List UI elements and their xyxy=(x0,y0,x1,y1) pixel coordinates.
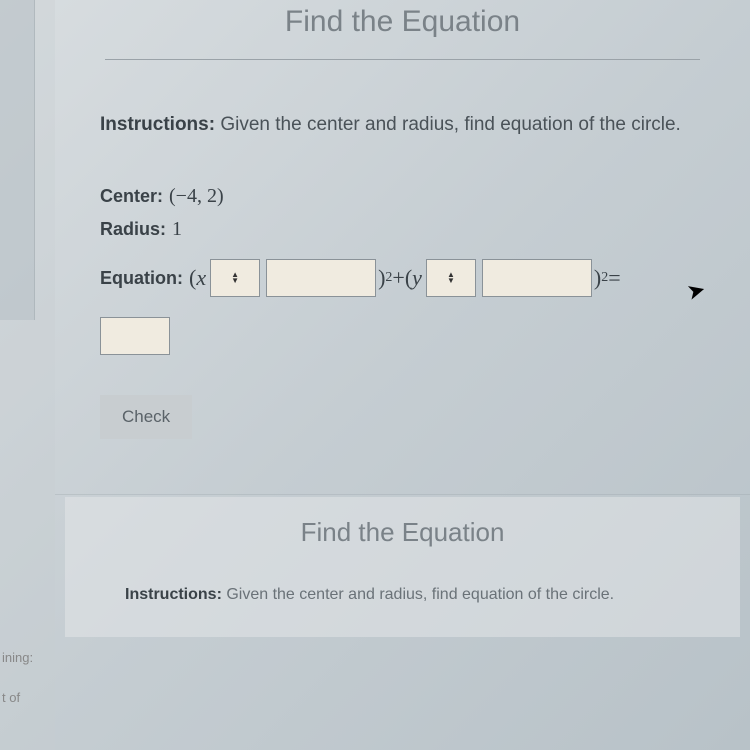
result-input[interactable] xyxy=(100,317,170,355)
plus-open: +( xyxy=(392,265,412,291)
second-instructions-body: Given the center and radius, find equati… xyxy=(222,586,614,603)
second-instructions: Instructions: Given the center and radiu… xyxy=(125,583,680,607)
center-line: Center: (−4, 2) xyxy=(100,185,705,208)
equation-label: Equation: xyxy=(100,268,183,289)
content-area: Find the Equation Instructions: Given th… xyxy=(55,0,750,750)
left-sidebar: ining: t of xyxy=(0,0,55,750)
main-section: Instructions: Given the center and radiu… xyxy=(55,80,750,459)
radius-label: Radius: xyxy=(100,219,166,240)
x-sign-stepper[interactable]: ▲▼ xyxy=(210,259,260,297)
stepper-arrows-icon: ▲▼ xyxy=(231,272,239,284)
var-y: y xyxy=(412,265,422,291)
second-card: Find the Equation Instructions: Given th… xyxy=(65,497,740,637)
check-button[interactable]: Check xyxy=(100,395,192,439)
sup-2: 2 xyxy=(601,270,608,286)
center-label: Center: xyxy=(100,186,163,207)
instructions-body: Given the center and radius, find equati… xyxy=(215,114,681,135)
x-value-input[interactable] xyxy=(266,259,376,297)
title-area: Find the Equation xyxy=(55,0,750,80)
equals-sign: = xyxy=(608,265,620,291)
close-paren-1: ) xyxy=(378,265,385,291)
radius-value: 1 xyxy=(172,218,182,241)
equation-line: Equation: ( x ▲▼ ) 2 +( y ▲▼ ) 2 = xyxy=(100,259,705,297)
page-title: Find the Equation xyxy=(105,5,700,60)
second-title: Find the Equation xyxy=(125,517,680,548)
var-x: x xyxy=(196,265,206,291)
sup-1: 2 xyxy=(385,270,392,286)
instructions-text: Instructions: Given the center and radiu… xyxy=(100,110,705,140)
close-paren-2: ) xyxy=(594,265,601,291)
y-sign-stepper[interactable]: ▲▼ xyxy=(426,259,476,297)
stepper-arrows-icon: ▲▼ xyxy=(447,272,455,284)
y-value-input[interactable] xyxy=(482,259,592,297)
divider-section: Find the Equation Instructions: Given th… xyxy=(55,494,750,637)
second-instructions-label: Instructions: xyxy=(125,586,222,603)
radius-line: Radius: 1 xyxy=(100,218,705,241)
sidebar-label-tof: t of xyxy=(2,690,20,705)
center-value: (−4, 2) xyxy=(169,185,224,208)
sidebar-panel xyxy=(0,0,35,320)
instructions-label: Instructions: xyxy=(100,114,215,135)
sidebar-label-ining: ining: xyxy=(2,650,33,665)
